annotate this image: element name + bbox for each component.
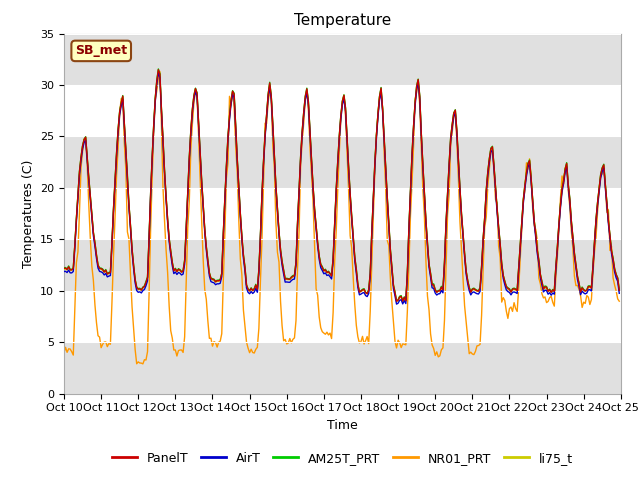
- PanelT: [60, 265, 68, 271]
- AirT: [128, 249, 136, 255]
- AirT: [154, 70, 162, 76]
- AirT: [255, 270, 263, 276]
- AM25T_PRT: [305, 98, 312, 104]
- AM25T_PRT: [128, 246, 136, 252]
- AM25T_PRT: [246, 288, 253, 293]
- AM25T_PRT: [588, 285, 595, 290]
- NR01_PRT: [156, 69, 164, 74]
- AM25T_PRT: [616, 287, 623, 293]
- li75_t: [128, 247, 136, 252]
- PanelT: [616, 288, 623, 293]
- PanelT: [588, 285, 595, 291]
- NR01_PRT: [60, 350, 68, 356]
- AirT: [616, 290, 623, 296]
- AirT: [393, 301, 401, 307]
- AirT: [60, 269, 68, 275]
- PanelT: [246, 288, 253, 294]
- AirT: [227, 101, 235, 107]
- PanelT: [305, 99, 312, 105]
- Text: SB_met: SB_met: [75, 44, 127, 58]
- Title: Temperature: Temperature: [294, 13, 391, 28]
- li75_t: [154, 68, 162, 73]
- PanelT: [227, 98, 235, 104]
- li75_t: [616, 288, 623, 294]
- PanelT: [255, 267, 263, 273]
- li75_t: [60, 266, 68, 272]
- li75_t: [305, 100, 312, 106]
- Line: AM25T_PRT: AM25T_PRT: [64, 69, 620, 301]
- li75_t: [227, 98, 235, 104]
- PanelT: [128, 246, 136, 252]
- Y-axis label: Temperatures (C): Temperatures (C): [22, 159, 35, 268]
- AM25T_PRT: [255, 266, 263, 272]
- NR01_PRT: [616, 299, 623, 304]
- AM25T_PRT: [227, 98, 235, 104]
- NR01_PRT: [257, 278, 264, 284]
- AirT: [305, 102, 312, 108]
- li75_t: [588, 286, 595, 291]
- Line: li75_t: li75_t: [64, 71, 620, 301]
- AirT: [588, 288, 595, 294]
- NR01_PRT: [588, 297, 595, 302]
- Bar: [64, 34, 621, 85]
- li75_t: [255, 268, 263, 274]
- AM25T_PRT: [154, 66, 162, 72]
- NR01_PRT: [128, 304, 136, 310]
- NR01_PRT: [228, 89, 236, 95]
- AM25T_PRT: [60, 265, 68, 271]
- Legend: PanelT, AirT, AM25T_PRT, NR01_PRT, li75_t: PanelT, AirT, AM25T_PRT, NR01_PRT, li75_…: [107, 447, 578, 469]
- AirT: [246, 291, 253, 297]
- NR01_PRT: [139, 361, 147, 367]
- NR01_PRT: [306, 144, 314, 150]
- NR01_PRT: [247, 347, 255, 352]
- PanelT: [154, 67, 162, 72]
- Line: PanelT: PanelT: [64, 70, 620, 301]
- AM25T_PRT: [393, 298, 401, 304]
- Bar: [64, 136, 621, 188]
- Bar: [64, 240, 621, 291]
- li75_t: [246, 288, 253, 294]
- Line: AirT: AirT: [64, 73, 620, 304]
- Line: NR01_PRT: NR01_PRT: [64, 72, 620, 364]
- Bar: [64, 342, 621, 394]
- PanelT: [393, 299, 401, 304]
- X-axis label: Time: Time: [327, 419, 358, 432]
- li75_t: [393, 299, 401, 304]
